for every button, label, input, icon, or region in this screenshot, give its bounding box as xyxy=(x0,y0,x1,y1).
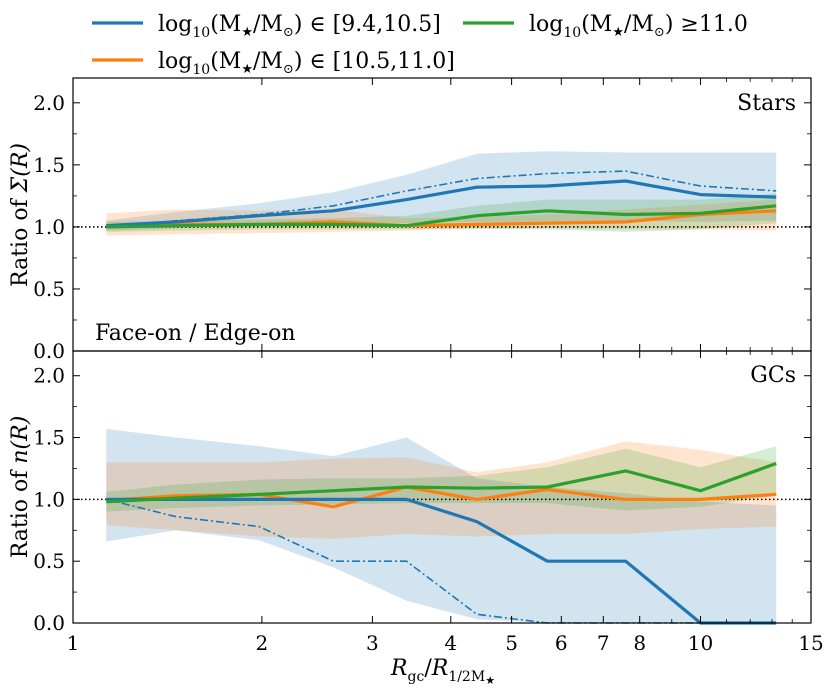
x-tick-label: 3 xyxy=(366,631,379,655)
gcs-line-high-mass xyxy=(106,461,777,504)
face-on-edge-on-annotation: Face-on / Edge-on xyxy=(95,321,296,346)
stars-panel-label: Stars xyxy=(737,91,796,116)
stars-ytick-label: 1.5 xyxy=(33,153,65,177)
gcs-ytick-label: 2.0 xyxy=(33,364,65,388)
legend-entry-low-mass: log10(M★/M⊙) ∈ [9.4,10.5] xyxy=(92,12,441,41)
stars-panel: 0.0 0.5 1.0 1.5 2.0 xyxy=(33,77,812,363)
legend-entry-mid-mass: log10(M★/M⊙) ∈ [10.5,11.0] xyxy=(92,49,455,78)
gcs-panel-label: GCs xyxy=(750,363,796,388)
x-tick-label: 6 xyxy=(555,631,568,655)
gcs-ylabel: Ratio of n(R) xyxy=(8,416,33,559)
legend: log10(M★/M⊙) ∈ [9.4,10.5] log10(M★/M⊙) ≥… xyxy=(92,12,748,78)
x-tick-label: 4 xyxy=(444,631,457,655)
gcs-ytick-label: 0.0 xyxy=(33,611,65,635)
legend-entry-high-mass: log10(M★/M⊙) ≥11.0 xyxy=(463,12,748,41)
x-tick-label: 15 xyxy=(798,631,823,655)
gcs-ytick-label: 1.5 xyxy=(33,426,65,450)
x-tick-label: 1 xyxy=(67,631,80,655)
x-tick-label: 7 xyxy=(597,631,610,655)
gcs-dashdot-low-mass xyxy=(106,498,777,624)
stars-ytick-label: 2.0 xyxy=(33,91,65,115)
gcs-ytick-label: 0.5 xyxy=(33,549,65,573)
legend-label-high-mass: log10(M★/M⊙) ≥11.0 xyxy=(529,12,748,41)
legend-label-low-mass: log10(M★/M⊙) ∈ [9.4,10.5] xyxy=(158,12,441,41)
stars-ytick-label: 0.5 xyxy=(33,277,65,301)
x-tick-label: 5 xyxy=(505,631,518,655)
legend-label-mid-mass: log10(M★/M⊙) ∈ [10.5,11.0] xyxy=(158,49,455,78)
x-tick-label: 2 xyxy=(256,631,269,655)
stars-ytick-label: 1.0 xyxy=(33,215,65,239)
gcs-band-low-mass xyxy=(106,428,777,623)
x-axis-label: Rgc/R1/2M★ xyxy=(390,656,495,687)
gcs-band-mid-mass xyxy=(106,441,777,539)
x-tick-label: 10 xyxy=(688,631,713,655)
stars-ylabel: Ratio of Σ(R) xyxy=(8,143,33,287)
stars-line-low-mass xyxy=(106,179,777,228)
gcs-panel: 0.0 0.5 1.0 1.5 2.0 1 2 3 4 5 6 7 8 10 15 xyxy=(33,350,824,655)
stars-band-low-mass xyxy=(106,151,777,231)
gcs-frame xyxy=(72,350,812,624)
stars-dashdot-low-mass xyxy=(106,170,777,228)
stars-ytick-label: 0.0 xyxy=(33,339,65,363)
x-tick-label: 8 xyxy=(633,631,646,655)
gcs-ytick-label: 1.0 xyxy=(33,487,65,511)
stars-line-high-mass xyxy=(106,204,777,229)
gcs-line-low-mass xyxy=(106,497,777,625)
